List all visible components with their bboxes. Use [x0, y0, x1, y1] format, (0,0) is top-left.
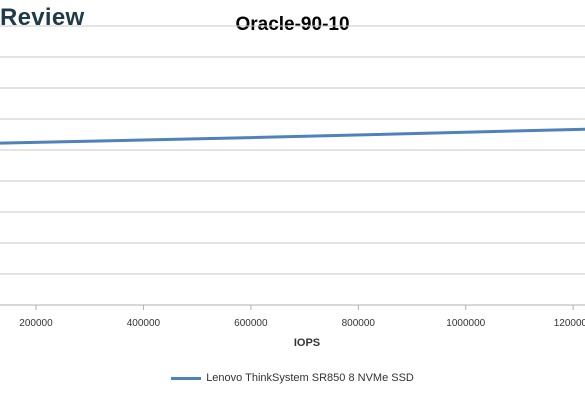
legend-label: Lenovo ThinkSystem SR850 8 NVMe SSD — [206, 372, 414, 385]
x-tick-label: 1000000 — [446, 318, 485, 329]
legend-swatch — [171, 376, 202, 380]
gridlines — [0, 25, 585, 306]
x-tick-label: 400000 — [127, 318, 161, 329]
x-axis-label: IOPS — [293, 337, 321, 349]
x-tick-label: 600000 — [234, 318, 268, 329]
x-tick-label: 1200000 — [554, 318, 585, 329]
x-tick-label: 200000 — [19, 318, 53, 329]
chart-title: Oracle-90-10 — [235, 14, 350, 35]
legend: Lenovo ThinkSystem SR850 8 NVMe SSD — [0, 372, 585, 384]
series-line — [0, 127, 585, 145]
x-tick-label: 800000 — [342, 318, 376, 329]
x-axis-ticks: 200000 400000 600000 800000 1000000 1200000 — [19, 305, 585, 329]
series-layer — [0, 127, 585, 145]
